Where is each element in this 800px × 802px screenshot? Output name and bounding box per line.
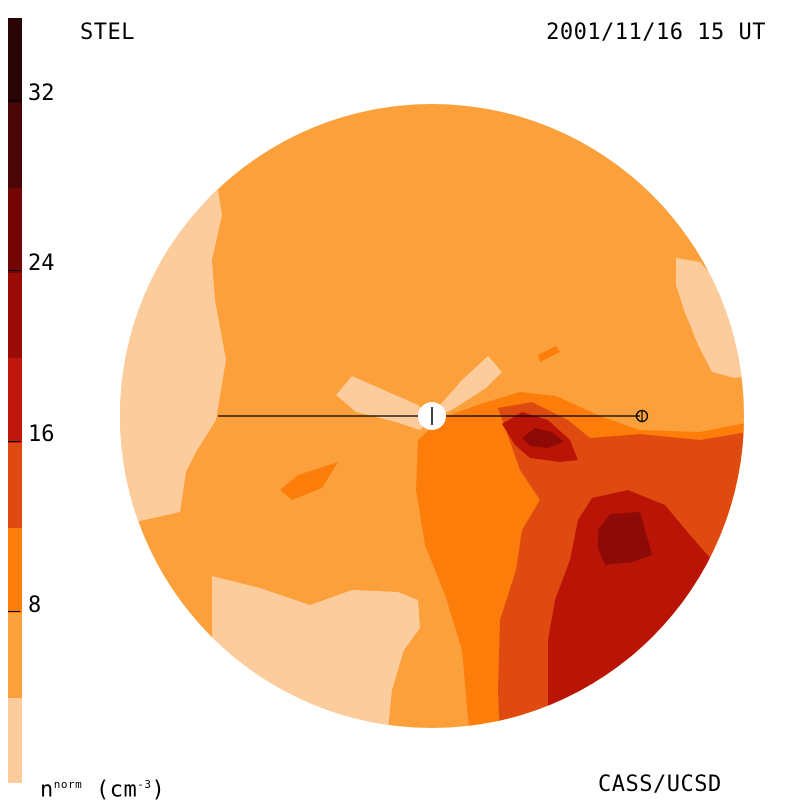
units-text: (cm: [96, 777, 138, 802]
enhanced-density-spot-west: [280, 462, 338, 500]
colorbar-segment: [8, 18, 22, 103]
density-color-bar: [8, 18, 22, 783]
light-region-east: [676, 258, 744, 378]
colorbar-segment: [8, 528, 22, 613]
colorbar-segment: [8, 358, 22, 443]
colorbar-tick-16: 16: [28, 422, 55, 447]
colorbar-tick-mark: [8, 611, 20, 612]
colorbar-segment: [8, 273, 22, 358]
colorbar-segment: [8, 443, 22, 528]
colorbar-tick-8: 8: [28, 593, 42, 618]
units-exponent: -3: [137, 778, 152, 791]
colorbar-segment: [8, 103, 22, 188]
colorbar-tick-24: 24: [28, 251, 55, 276]
units-label: nnorm (cm-3): [40, 774, 165, 801]
observatory-label: STEL: [80, 20, 135, 45]
credit-label: CASS/UCSD: [598, 772, 722, 797]
timestamp-label: 2001/11/16 15 UT: [546, 20, 766, 45]
enhanced-density-spot-north: [538, 346, 560, 362]
peak-density-spot-south: [598, 512, 652, 565]
units-superscript: norm: [53, 778, 83, 791]
units-close: ): [151, 777, 166, 802]
light-region-center-ne: [440, 356, 502, 416]
colorbar-segment: [8, 188, 22, 273]
units-symbol: n: [40, 777, 54, 802]
colorbar-segment: [8, 698, 22, 783]
colorbar-tick-32: 32: [28, 81, 55, 106]
colorbar-tick-mark: [8, 441, 20, 442]
colorbar-tick-mark: [8, 270, 20, 271]
colorbar-segment: [8, 613, 22, 698]
very-high-density-region-south: [548, 490, 744, 728]
colorbar-tick-mark: [8, 100, 20, 101]
peak-density-spot-north: [522, 428, 564, 448]
